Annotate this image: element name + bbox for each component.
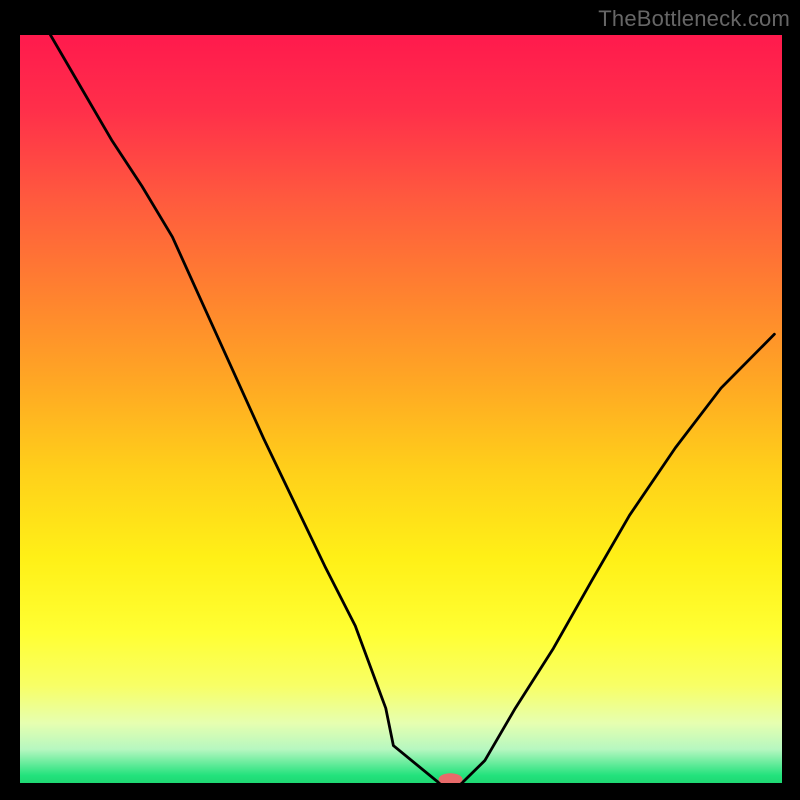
chart-svg <box>20 35 782 783</box>
chart-frame <box>20 35 782 783</box>
chart-background <box>20 35 782 783</box>
watermark-text: TheBottleneck.com <box>598 6 790 32</box>
